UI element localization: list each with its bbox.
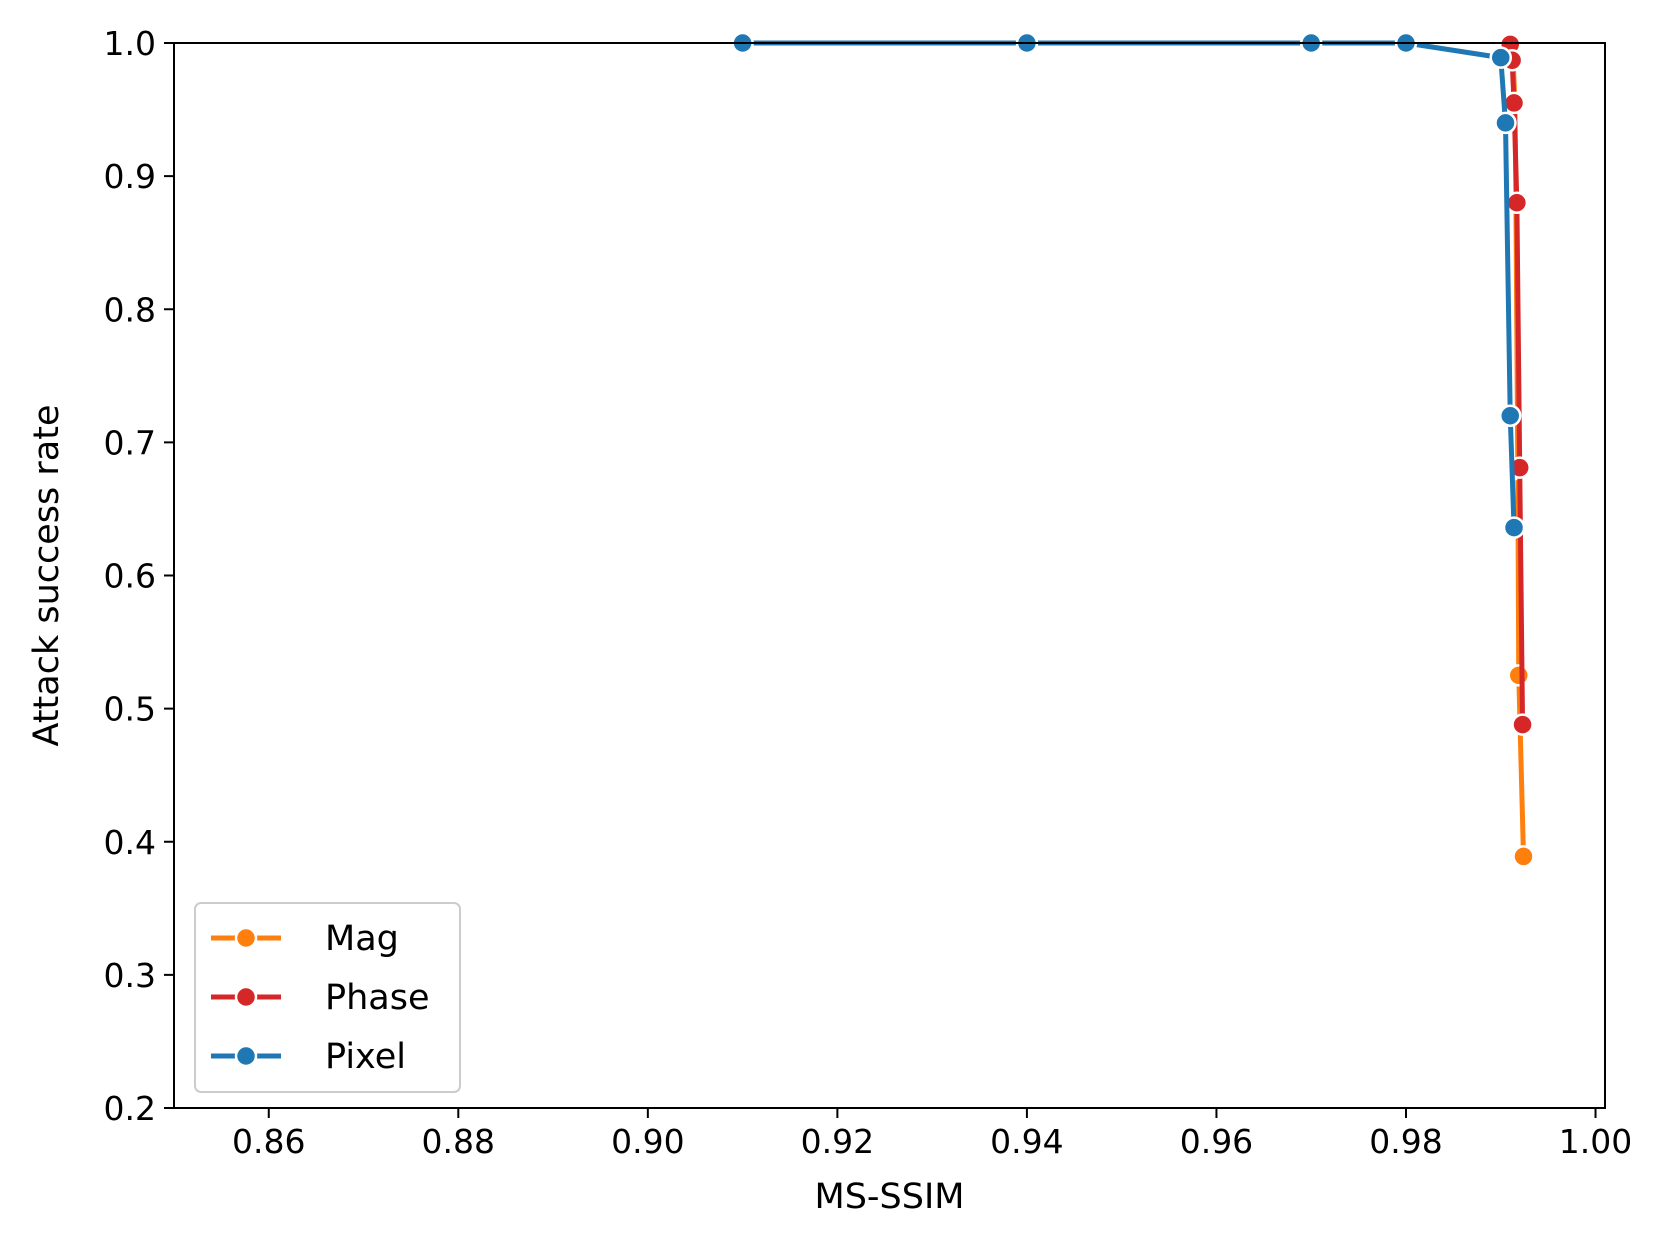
data-point xyxy=(1505,191,1529,214)
legend-label: Mag xyxy=(325,919,399,959)
y-tick-label: 0.9 xyxy=(104,157,156,196)
data-point xyxy=(1502,516,1526,539)
y-tick-label: 0.8 xyxy=(104,290,156,329)
legend-box xyxy=(194,902,461,1093)
y-tick-label: 0.3 xyxy=(104,956,156,995)
x-axis-label: MS-SSIM xyxy=(815,1177,965,1217)
x-tick-label: 0.96 xyxy=(1180,1122,1253,1161)
legend-entry-pixel: Pixel xyxy=(211,1037,406,1077)
plot-area xyxy=(731,31,1535,868)
data-point xyxy=(1512,845,1535,868)
data-point xyxy=(1507,664,1531,687)
legend-swatch-marker xyxy=(234,985,258,1009)
x-tick-label: 1.00 xyxy=(1559,1122,1632,1161)
y-tick-label: 1.0 xyxy=(104,24,156,63)
y-tick-label: 0.6 xyxy=(104,557,156,596)
data-point xyxy=(1498,404,1522,427)
legend-swatch-marker xyxy=(234,1044,258,1068)
x-tick-label: 0.92 xyxy=(801,1122,874,1161)
legend-entry-mag: Mag xyxy=(211,919,399,959)
x-tick-label: 0.86 xyxy=(232,1122,305,1161)
y-tick-label: 0.7 xyxy=(104,423,156,462)
y-tick-label: 0.5 xyxy=(104,690,156,729)
x-tick-label: 0.88 xyxy=(422,1122,495,1161)
y-tick-label: 0.2 xyxy=(104,1089,156,1128)
x-tick-label: 0.94 xyxy=(990,1122,1063,1161)
legend-swatch-marker xyxy=(234,926,258,950)
data-point xyxy=(1511,713,1534,736)
legend-label: Phase xyxy=(325,978,430,1018)
x-tick-label: 0.90 xyxy=(611,1122,684,1161)
legend-label: Pixel xyxy=(325,1037,406,1077)
data-point xyxy=(1489,46,1513,69)
axes: 0.86 0.88 0.90 0.92 0.94 0.96 0.98 1.00 0.2 0.3 0.… xyxy=(104,24,1633,1161)
y-axis-label: Attack success rate xyxy=(27,405,67,747)
legend-entry-phase: Phase xyxy=(211,978,430,1018)
x-tick-label: 0.98 xyxy=(1369,1122,1442,1161)
legend: Mag Phase Pixel xyxy=(194,902,461,1093)
y-tick-label: 0.4 xyxy=(104,823,156,862)
data-point xyxy=(1494,111,1517,135)
